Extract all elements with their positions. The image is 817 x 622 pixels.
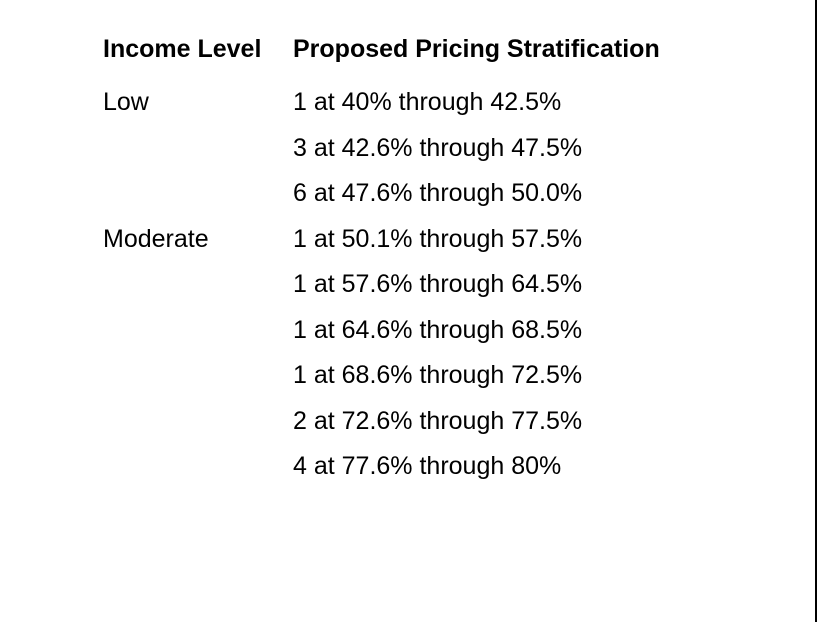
table-row: 2 at 72.6% through 77.5%: [103, 399, 660, 445]
table-row: 6 at 47.6% through 50.0%: [103, 171, 660, 217]
table-row: 4 at 77.6% through 80%: [103, 444, 660, 490]
pricing-cell: 4 at 77.6% through 80%: [293, 452, 562, 481]
table-row: Moderate 1 at 50.1% through 57.5%: [103, 217, 660, 263]
table-header-row: Income Level Proposed Pricing Stratifica…: [103, 33, 660, 65]
pricing-cell: 1 at 64.6% through 68.5%: [293, 315, 583, 344]
pricing-cell: 3 at 42.6% through 47.5%: [293, 133, 583, 162]
pricing-header: Proposed Pricing Stratification: [293, 34, 660, 63]
pricing-cell: 1 at 57.6% through 64.5%: [293, 270, 583, 299]
pricing-cell: 1 at 40% through 42.5%: [293, 88, 562, 117]
table-row: 3 at 42.6% through 47.5%: [103, 126, 660, 172]
table-row: 1 at 64.6% through 68.5%: [103, 308, 660, 354]
table-row: 1 at 68.6% through 72.5%: [103, 353, 660, 399]
table-row: Low 1 at 40% through 42.5%: [103, 80, 660, 126]
income-level-cell: Moderate: [103, 224, 209, 253]
income-level-header: Income Level: [103, 34, 262, 63]
pricing-cell: 1 at 68.6% through 72.5%: [293, 361, 583, 390]
pricing-table: Income Level Proposed Pricing Stratifica…: [103, 33, 660, 490]
pricing-cell: 1 at 50.1% through 57.5%: [293, 224, 583, 253]
table-row: 1 at 57.6% through 64.5%: [103, 262, 660, 308]
page-right-border: [815, 0, 817, 622]
income-level-cell: Low: [103, 88, 149, 117]
pricing-cell: 2 at 72.6% through 77.5%: [293, 406, 583, 435]
pricing-cell: 6 at 47.6% through 50.0%: [293, 179, 583, 208]
